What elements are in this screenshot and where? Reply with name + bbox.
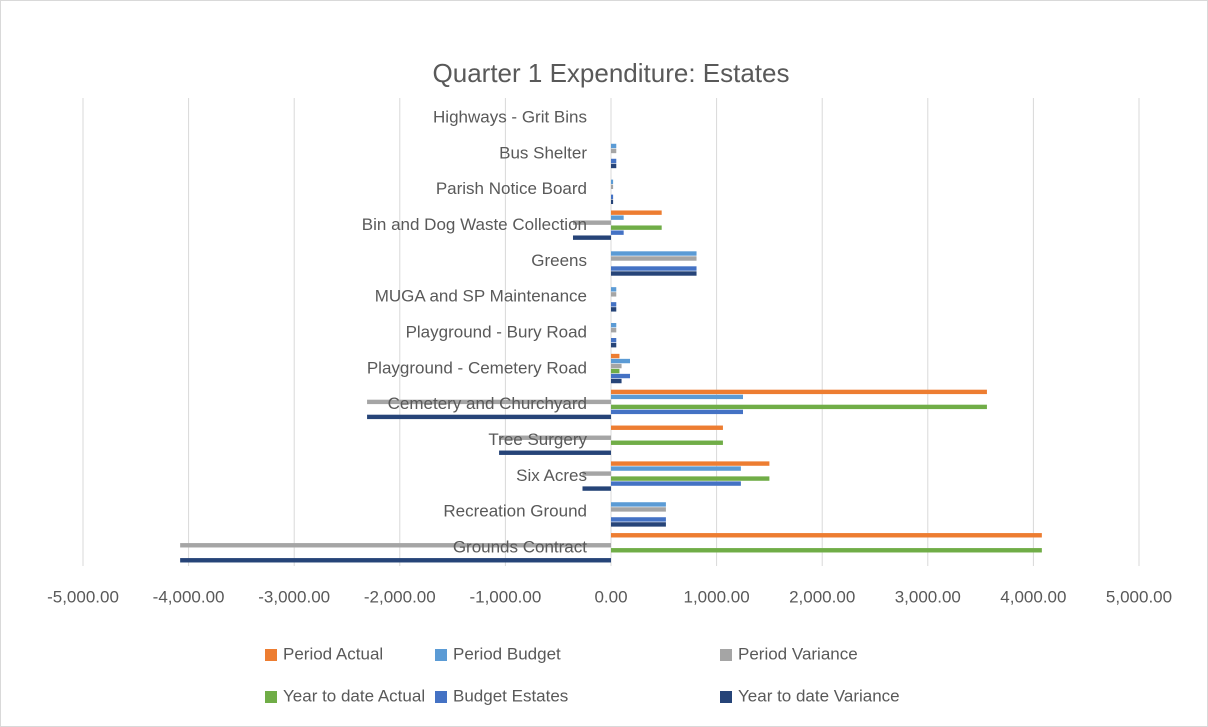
y-tick-label: Greens	[531, 251, 587, 270]
legend-swatch	[435, 691, 447, 703]
bar	[611, 389, 987, 395]
bar	[611, 409, 743, 415]
bar	[611, 307, 617, 312]
bar	[611, 256, 697, 261]
legend-swatch	[265, 649, 277, 661]
bar	[611, 230, 624, 235]
bar	[611, 215, 624, 220]
x-tick-label: 4,000.00	[1000, 587, 1066, 606]
bar	[611, 373, 631, 379]
bar	[367, 414, 611, 420]
bar	[611, 368, 620, 374]
bar	[180, 543, 612, 548]
bar	[611, 225, 662, 230]
bar	[611, 287, 617, 292]
bar	[611, 148, 617, 154]
bar	[611, 163, 617, 169]
bar	[611, 502, 666, 507]
legend-label: Period Variance	[738, 644, 858, 663]
bar	[611, 522, 666, 527]
y-tick-label: Playground - Bury Road	[406, 322, 587, 341]
bar	[611, 199, 614, 205]
x-tick-label: -2,000.00	[364, 587, 436, 606]
bar	[499, 450, 611, 455]
bar	[611, 548, 1042, 553]
bar	[611, 363, 622, 369]
y-tick-label: Bus Shelter	[499, 143, 587, 162]
bar	[611, 210, 662, 215]
y-tick-label: Grounds Contract	[453, 538, 587, 557]
legend-swatch	[720, 649, 732, 661]
bar	[611, 533, 1042, 538]
bar	[611, 179, 614, 185]
bar	[611, 358, 631, 364]
bar	[582, 471, 611, 476]
bar	[611, 461, 770, 466]
bar	[611, 194, 614, 200]
y-tick-label: Tree Surgery	[488, 430, 587, 449]
bar	[611, 466, 741, 471]
legend-label: Period Budget	[453, 644, 561, 663]
x-tick-label: -4,000.00	[153, 587, 225, 606]
bar	[180, 558, 612, 563]
legend-label: Budget Estates	[453, 686, 568, 705]
bar	[611, 328, 617, 333]
bar	[611, 292, 617, 297]
bar	[611, 271, 697, 276]
legend-swatch	[435, 649, 447, 661]
bar	[611, 394, 743, 400]
x-tick-label: 3,000.00	[895, 587, 961, 606]
bar	[611, 338, 617, 343]
bar	[611, 507, 666, 512]
y-tick-label: MUGA and SP Maintenance	[375, 287, 587, 306]
x-tick-label: 1,000.00	[684, 587, 750, 606]
bar	[572, 235, 611, 240]
bar	[611, 378, 622, 384]
legend-label: Year to date Actual	[283, 686, 425, 705]
bar	[611, 481, 741, 486]
y-tick-label: Cemetery and Churchyard	[388, 394, 587, 413]
y-tick-label: Bin and Dog Waste Collection	[362, 215, 587, 234]
x-tick-label: 2,000.00	[789, 587, 855, 606]
legend-label: Period Actual	[283, 644, 383, 663]
bar	[611, 343, 617, 348]
y-tick-label: Highways - Grit Bins	[433, 107, 587, 126]
bar	[611, 440, 723, 445]
bar	[611, 476, 770, 481]
x-tick-label: -1,000.00	[469, 587, 541, 606]
y-tick-label: Playground - Cemetery Road	[367, 358, 587, 377]
legend-swatch	[720, 691, 732, 703]
bar	[611, 158, 617, 164]
bar	[611, 302, 617, 307]
y-tick-label: Six Acres	[516, 466, 587, 485]
bar	[611, 517, 666, 522]
legend-label: Year to date Variance	[738, 686, 900, 705]
bar	[611, 143, 617, 149]
x-tick-label: -3,000.00	[258, 587, 330, 606]
bar	[611, 266, 697, 271]
bar	[611, 404, 987, 410]
chart-title: Quarter 1 Expenditure: Estates	[433, 58, 790, 88]
x-tick-label: 0.00	[594, 587, 627, 606]
bar	[367, 399, 611, 405]
bar	[611, 353, 620, 359]
y-tick-label: Parish Notice Board	[436, 179, 587, 198]
bar	[611, 425, 723, 430]
legend-swatch	[265, 691, 277, 703]
bar	[572, 220, 611, 225]
bar	[611, 184, 614, 190]
y-tick-label: Recreation Ground	[443, 502, 587, 521]
bar	[611, 323, 617, 328]
x-tick-label: -5,000.00	[47, 587, 119, 606]
bar	[499, 435, 611, 440]
x-tick-label: 5,000.00	[1106, 587, 1172, 606]
bar	[611, 251, 697, 256]
bar	[582, 486, 611, 491]
